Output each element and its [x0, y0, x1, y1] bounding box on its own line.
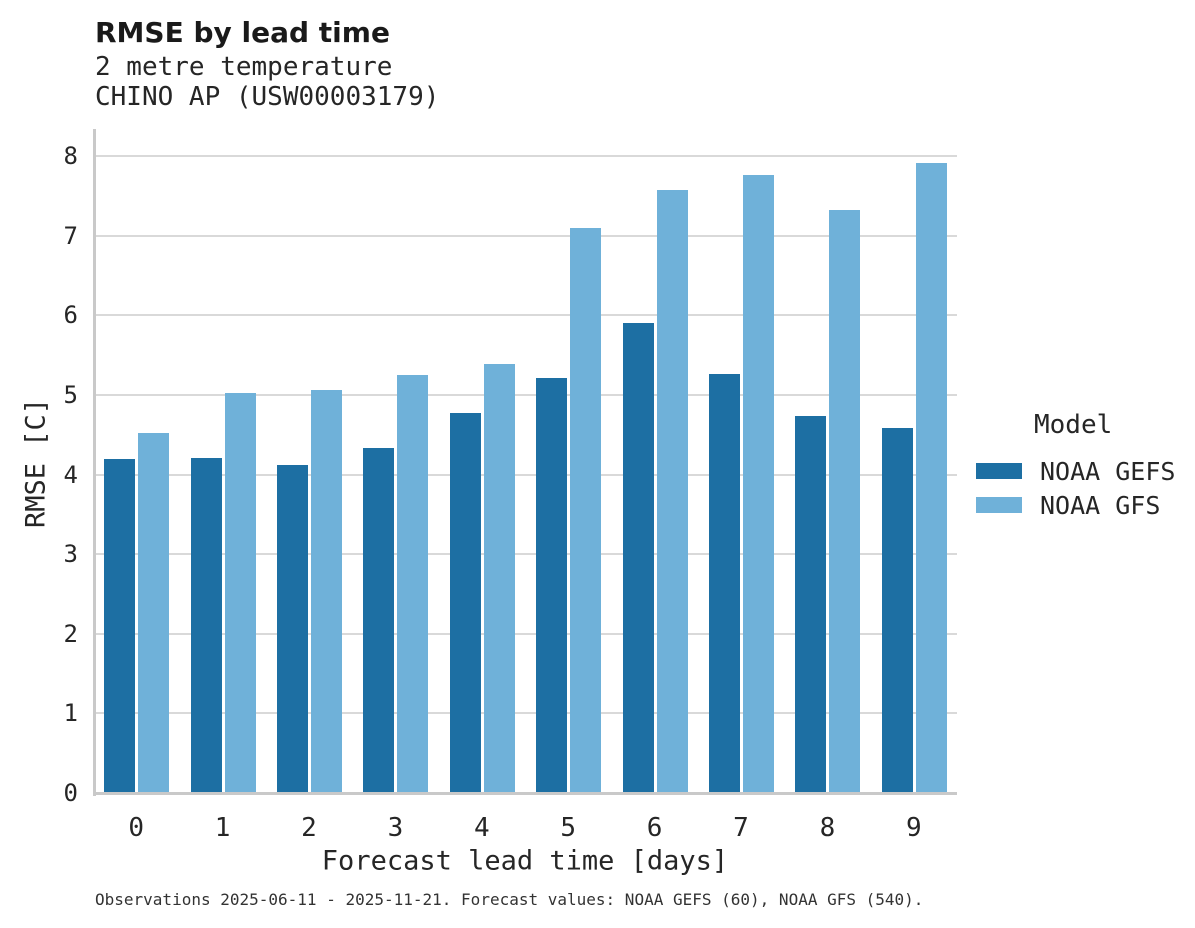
gridline-y-1	[93, 712, 957, 715]
bar-noaa-gefs-lead-2	[277, 465, 308, 793]
y-tick-label-8: 8	[63, 142, 78, 171]
bar-noaa-gfs-lead-8	[829, 210, 861, 793]
y-tick-label-4: 4	[63, 460, 78, 489]
bar-noaa-gfs-lead-4	[483, 364, 515, 793]
legend-label: NOAA GEFS	[1040, 456, 1176, 486]
x-axis-title: Forecast lead time [days]	[321, 845, 729, 877]
gridline-y-8	[93, 155, 957, 158]
y-tick-label-5: 5	[63, 381, 78, 409]
bar-noaa-gefs-lead-1	[190, 457, 222, 793]
x-tick-label-0: 0	[128, 813, 145, 843]
bar-noaa-gfs-lead-7	[743, 174, 774, 793]
gridline-y-4	[93, 473, 957, 476]
y-axis-line	[93, 129, 96, 796]
x-tick-label-7: 7	[733, 813, 749, 843]
bar-noaa-gfs-lead-9	[915, 162, 947, 793]
legend-label: NOAA GFS	[1040, 490, 1161, 520]
gridline-y-7	[93, 234, 957, 237]
x-tick-label-8: 8	[819, 813, 836, 843]
x-tick-label-1: 1	[214, 813, 231, 843]
bar-noaa-gfs-lead-0	[138, 433, 170, 793]
y-axis-title: RMSE [C]	[20, 397, 52, 529]
legend-title: Model	[1034, 410, 1113, 440]
y-tick-label-1: 1	[63, 699, 78, 728]
chart-title: RMSE by lead time	[95, 16, 390, 49]
bar-noaa-gefs-lead-6	[622, 323, 654, 793]
bar-noaa-gefs-lead-4	[449, 412, 481, 793]
legend-swatch	[976, 463, 1022, 479]
legend-swatch	[976, 497, 1022, 513]
x-tick-label-3: 3	[387, 813, 404, 843]
x-axis-line	[93, 792, 957, 795]
y-tick-label-6: 6	[63, 301, 78, 330]
bar-noaa-gefs-lead-9	[881, 427, 913, 793]
legend-items: NOAA GEFS NOAA GFS	[976, 454, 1175, 522]
chart-subtitle-variable: 2 metre temperature	[95, 52, 393, 82]
bar-noaa-gfs-lead-2	[311, 390, 342, 793]
bar-noaa-gefs-lead-5	[536, 377, 568, 793]
bar-noaa-gefs-lead-3	[363, 448, 395, 793]
legend-item-noaa-gfs: NOAA GFS	[976, 488, 1175, 522]
bar-noaa-gfs-lead-6	[656, 189, 688, 793]
gridline-y-6	[93, 314, 957, 317]
gridline-y-2	[93, 632, 957, 635]
y-tick-label-0: 0	[63, 779, 78, 807]
chart-subtitle-station: CHINO AP (USW00003179)	[95, 82, 440, 112]
gridline-y-3	[93, 553, 957, 556]
x-tick-label-9: 9	[905, 813, 922, 843]
x-tick-label-5: 5	[560, 813, 577, 843]
bar-noaa-gfs-lead-1	[224, 393, 256, 793]
footer-caption: Observations 2025-06-11 - 2025-11-21. Fo…	[95, 890, 924, 909]
bar-noaa-gefs-lead-0	[104, 458, 136, 793]
y-tick-label-2: 2	[63, 619, 78, 648]
x-tick-label-4: 4	[473, 813, 490, 843]
bar-noaa-gefs-lead-8	[795, 415, 827, 793]
legend-item-noaa-gefs: NOAA GEFS	[976, 454, 1175, 488]
x-tick-label-6: 6	[646, 813, 663, 843]
gridline-y-5	[93, 394, 957, 396]
bar-noaa-gfs-lead-3	[397, 375, 429, 793]
legend: Model NOAA GEFS NOAA GFS	[976, 410, 1175, 522]
y-tick-label-3: 3	[63, 540, 78, 569]
bar-noaa-gefs-lead-7	[709, 373, 740, 793]
y-tick-label-7: 7	[63, 221, 78, 250]
x-tick-label-2: 2	[301, 813, 317, 843]
bar-noaa-gfs-lead-5	[570, 227, 602, 793]
